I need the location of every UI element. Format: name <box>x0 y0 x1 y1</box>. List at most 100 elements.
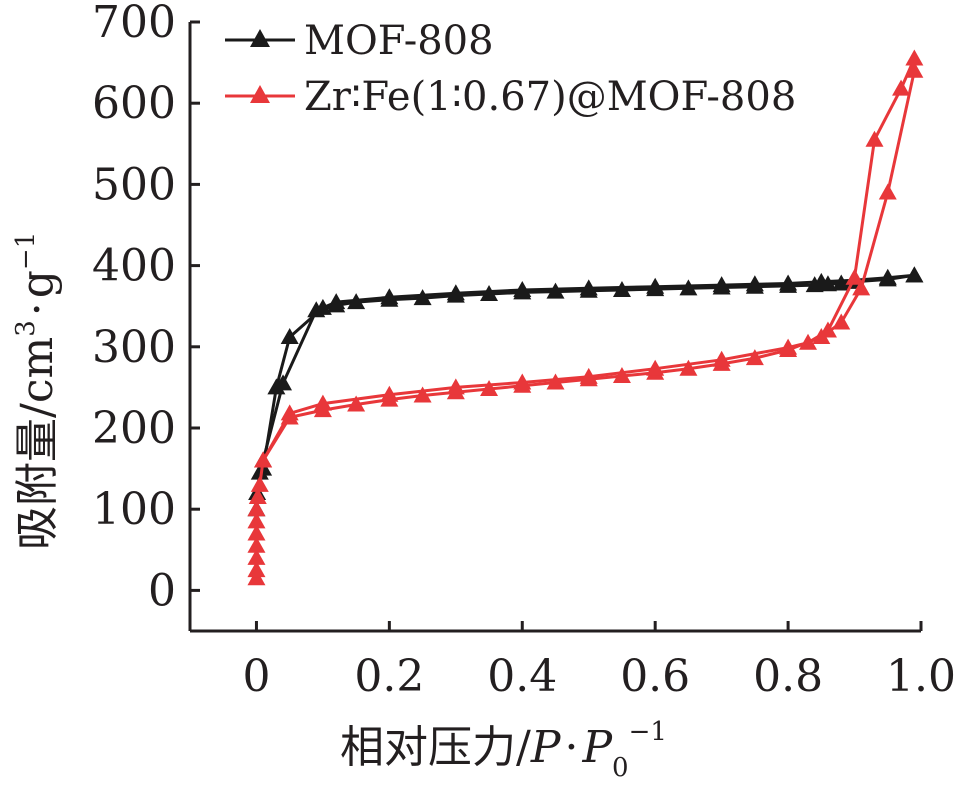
data-point <box>280 404 299 421</box>
data-point <box>546 282 565 299</box>
series-line-adsorption <box>255 273 915 510</box>
data-point <box>313 298 332 315</box>
y-ticks: 0 100 200 300 400 500 600 700 <box>92 0 200 616</box>
data-point <box>799 333 818 350</box>
y-tick-label: 700 <box>92 0 176 48</box>
data-point <box>247 561 266 578</box>
x-axis-title-sup: −1 <box>629 717 667 747</box>
y-tick-label: 600 <box>92 78 176 129</box>
data-point <box>905 49 924 66</box>
x-axis-title: 相对压力/P·P0−1 <box>340 717 667 783</box>
data-point <box>480 380 499 397</box>
y-axis-title-sup3: 3 <box>11 320 41 337</box>
y-tick-label: 300 <box>92 322 176 373</box>
legend: MOF-808 Zr∶Fe(1∶0.67)@MOF-808 <box>225 18 796 120</box>
data-point <box>579 367 598 384</box>
legend-label-zrfe: Zr∶Fe(1∶0.67)@MOF-808 <box>304 74 796 120</box>
x-axis-title-p: P <box>530 722 562 773</box>
data-point <box>248 488 267 505</box>
x-tick-label: 0.6 <box>620 651 690 702</box>
legend-item-mof808: MOF-808 <box>225 18 494 64</box>
data-point <box>247 524 266 541</box>
y-axis-title-g: g <box>12 270 63 298</box>
data-point <box>247 536 266 553</box>
data-point <box>347 395 366 412</box>
y-tick-label: 0 <box>148 565 176 616</box>
x-tick-label: 0.8 <box>753 651 823 702</box>
data-point <box>745 349 764 366</box>
legend-marker-mof808 <box>250 29 270 47</box>
x-tick-label: 0.4 <box>487 651 557 702</box>
data-point <box>247 569 266 586</box>
data-point <box>679 359 698 376</box>
x-axis-title-main: 相对压力/ <box>340 722 531 773</box>
data-point <box>446 378 465 395</box>
data-point <box>247 512 266 529</box>
x-tick-label: 0.2 <box>354 651 424 702</box>
data-point <box>779 338 798 355</box>
data-point <box>280 328 299 345</box>
data-point <box>413 386 432 403</box>
data-point <box>878 183 897 200</box>
data-point <box>852 279 871 296</box>
y-axis-title-supm1: −1 <box>11 232 41 270</box>
data-point <box>832 274 851 291</box>
legend-item-zrfe: Zr∶Fe(1∶0.67)@MOF-808 <box>225 74 796 120</box>
data-point <box>313 394 332 411</box>
data-point <box>892 79 911 96</box>
data-point <box>878 268 897 285</box>
data-point <box>779 274 798 291</box>
data-point <box>612 280 631 297</box>
data-point <box>267 378 286 395</box>
x-axis-title-p0: P <box>581 722 613 773</box>
data-point <box>818 321 837 338</box>
data-point <box>327 293 346 310</box>
data-point <box>646 277 665 294</box>
data-point <box>832 313 851 330</box>
data-point <box>679 279 698 296</box>
data-point <box>905 266 924 283</box>
data-point <box>480 285 499 302</box>
series-zrfe <box>247 49 924 586</box>
y-tick-label: 500 <box>92 159 176 210</box>
plot-area <box>247 49 924 586</box>
data-point <box>905 61 924 78</box>
y-tick-label: 200 <box>92 403 176 454</box>
legend-label-mof808: MOF-808 <box>304 18 494 64</box>
data-point <box>546 373 565 390</box>
x-ticks: 0 0.2 0.4 0.6 0.8 1.0 <box>242 621 956 702</box>
data-point <box>845 268 864 285</box>
data-point <box>579 279 598 296</box>
data-point <box>247 548 266 565</box>
data-point <box>413 289 432 306</box>
y-tick-label: 100 <box>92 484 176 535</box>
x-tick-label: 1.0 <box>886 651 956 702</box>
y-axis-title: 吸附量/cm3 · g−1 <box>11 232 63 550</box>
data-point <box>247 500 266 517</box>
data-point <box>712 276 731 293</box>
data-point <box>612 367 631 384</box>
y-axis-title-dot: · <box>12 302 63 316</box>
y-axis-title-main: 吸附量/cm <box>12 337 63 550</box>
x-tick-label: 0 <box>242 651 270 702</box>
data-point <box>745 275 764 292</box>
data-point <box>812 272 831 289</box>
data-point <box>250 475 269 492</box>
legend-marker-zrfe <box>250 85 270 103</box>
x-axis-title-dot: · <box>564 722 578 773</box>
data-point <box>446 284 465 301</box>
data-point <box>380 385 399 402</box>
y-tick-label: 400 <box>92 241 176 292</box>
data-point <box>513 280 532 297</box>
series-mof808 <box>247 266 924 517</box>
data-point <box>513 373 532 390</box>
data-point <box>865 130 884 147</box>
data-point <box>712 350 731 367</box>
series-line-adsorption <box>255 70 916 579</box>
data-point <box>646 359 665 376</box>
data-point <box>380 288 399 305</box>
data-point <box>347 293 366 310</box>
x-axis-title-sub: 0 <box>612 753 629 783</box>
data-point <box>254 451 273 468</box>
